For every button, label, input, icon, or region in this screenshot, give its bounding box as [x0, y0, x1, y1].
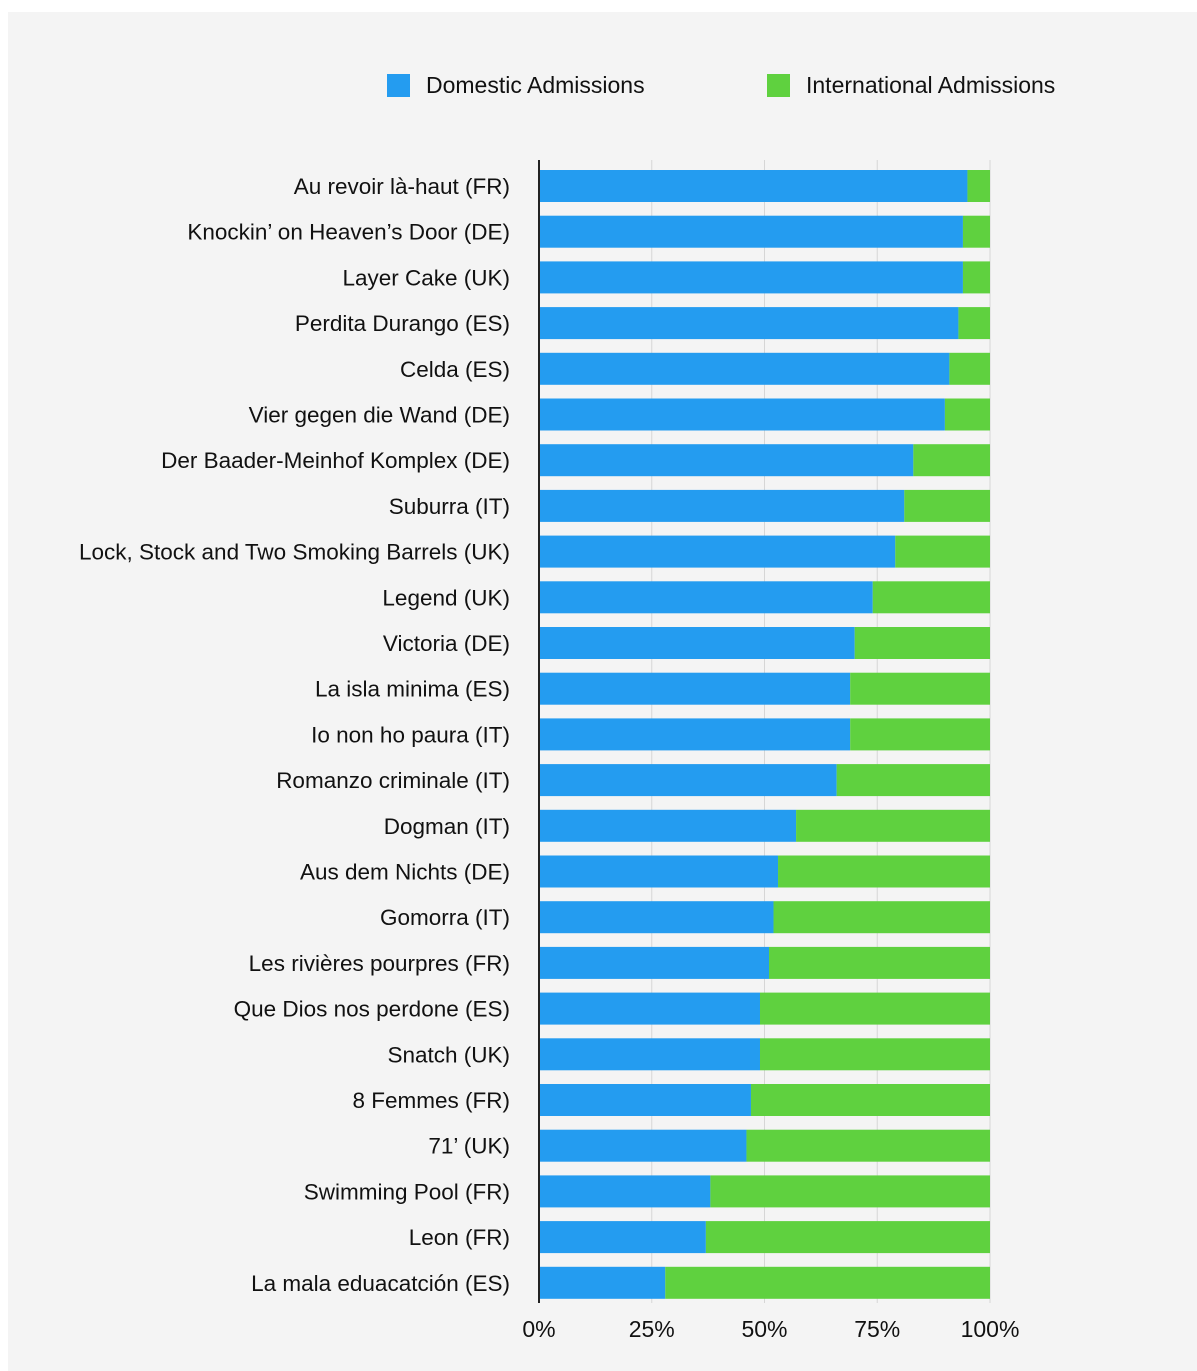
bar-international [895, 535, 990, 568]
bar-international [958, 307, 990, 340]
bar-domestic [539, 1084, 751, 1116]
bar-domestic [539, 352, 950, 385]
category-label: Aus dem Nichts (DE) [300, 860, 510, 885]
bar-domestic [539, 444, 914, 477]
bar-domestic [539, 581, 873, 614]
category-label: Vier gegen die Wand (DE) [249, 403, 510, 428]
category-label: La mala eduacatción (ES) [251, 1271, 510, 1296]
category-label: Au revoir là-haut (FR) [294, 174, 510, 199]
category-label: Suburra (IT) [389, 494, 510, 519]
bar-international [705, 1221, 990, 1254]
category-label: Que Dios nos perdone (ES) [234, 997, 510, 1022]
bar-international [854, 627, 990, 659]
bar-domestic [539, 764, 837, 797]
bar-international [962, 261, 990, 294]
bar-international [796, 809, 990, 842]
bar-international [750, 1084, 990, 1116]
category-label: Snatch (UK) [387, 1042, 510, 1067]
category-label: Gomorra (IT) [380, 905, 510, 930]
x-tick-label: 25% [629, 1316, 675, 1342]
x-tick-label: 50% [741, 1316, 787, 1342]
bar-domestic [539, 1129, 747, 1162]
x-tick-label: 0% [522, 1316, 555, 1342]
category-label: 8 Femmes (FR) [353, 1088, 511, 1113]
bar-international [850, 718, 990, 751]
legend-label-domestic: Domestic Admissions [426, 71, 645, 98]
bar-international [836, 764, 990, 797]
bar-international [872, 581, 990, 614]
bar-international [759, 992, 990, 1025]
bar-domestic [539, 1038, 760, 1071]
bar-international [913, 444, 990, 477]
bar-international [944, 398, 990, 431]
category-label: Perdita Durango (ES) [295, 311, 510, 336]
bar-domestic [539, 855, 779, 888]
bar-international [769, 946, 990, 979]
bar-domestic [539, 627, 855, 659]
bar-domestic [539, 672, 851, 705]
bar-domestic [539, 901, 774, 934]
bar-domestic [539, 215, 963, 248]
bar-international [967, 170, 990, 202]
chart-legend: Domestic Admissions International Admiss… [0, 70, 1197, 100]
category-label: Layer Cake (UK) [342, 265, 510, 290]
category-label: La isla minima (ES) [315, 677, 510, 702]
bar-domestic [539, 1175, 711, 1208]
bar-domestic [539, 992, 760, 1025]
bar-domestic [539, 398, 945, 431]
category-label: Romanzo criminale (IT) [276, 768, 510, 793]
category-label: Der Baader-Meinhof Komplex (DE) [161, 448, 510, 473]
legend-item-domestic: Domestic Admissions [387, 70, 645, 100]
bar-international [665, 1266, 990, 1299]
category-label: Les rivières pourpres (FR) [249, 951, 510, 976]
bar-domestic [539, 718, 851, 751]
legend-swatch-domestic [387, 73, 410, 97]
bar-domestic [539, 261, 963, 294]
bar-international [746, 1129, 990, 1162]
bar-domestic [539, 489, 905, 522]
legend-label-international: International Admissions [806, 71, 1056, 98]
bar-domestic [539, 170, 968, 202]
bar-international [962, 215, 990, 248]
category-label: Dogman (IT) [384, 814, 510, 839]
bar-domestic [539, 535, 896, 568]
bar-international [710, 1175, 990, 1208]
bar-international [949, 352, 990, 385]
bar-international [759, 1038, 990, 1071]
bar-international [773, 901, 990, 934]
x-tick-label: 75% [854, 1316, 900, 1342]
x-tick-label: 100% [961, 1316, 1020, 1342]
bar-international [904, 489, 990, 522]
legend-swatch-international [767, 73, 790, 97]
legend-item-international: International Admissions [767, 70, 1055, 100]
category-label: Victoria (DE) [383, 631, 510, 656]
bar-domestic [539, 1266, 666, 1299]
category-label: Knockin’ on Heaven’s Door (DE) [187, 220, 510, 245]
category-label: Io non ho paura (IT) [311, 722, 510, 747]
category-label: 71’ (UK) [428, 1134, 510, 1159]
category-label: Legend (UK) [382, 585, 510, 610]
category-label: Swimming Pool (FR) [304, 1179, 510, 1204]
bar-domestic [539, 1221, 706, 1254]
category-label: Celda (ES) [400, 357, 510, 382]
category-label: Leon (FR) [409, 1225, 510, 1250]
bar-international [850, 672, 990, 705]
bar-domestic [539, 809, 797, 842]
bar-domestic [539, 307, 959, 340]
category-label: Lock, Stock and Two Smoking Barrels (UK) [79, 540, 510, 565]
bar-international [778, 855, 990, 888]
bar-domestic [539, 946, 770, 979]
